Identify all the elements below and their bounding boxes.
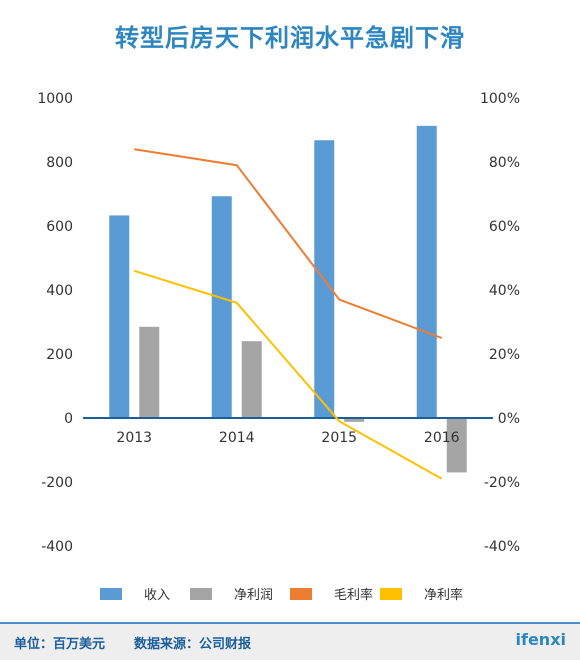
y-left-tick-label: -400 xyxy=(41,539,73,555)
chart-area: 1000 800 600 400 200 0 -200 -400 100% 80% 60% 40% 20… xyxy=(37,91,520,603)
bar-收入-2014 xyxy=(211,196,232,418)
legend-label: 净利润 xyxy=(234,588,273,603)
legend-label: 净利率 xyxy=(424,587,463,603)
footer-divider xyxy=(0,622,580,624)
y-left-tick-label: 200 xyxy=(46,347,73,363)
brand-logo: ifenxi xyxy=(515,630,567,649)
y-right-tick-label: 100% xyxy=(480,91,520,107)
y-left-tick-label: -200 xyxy=(41,475,73,491)
line-净利率 xyxy=(133,269,443,480)
x-tick-label: 2015 xyxy=(321,430,357,446)
y-left-tick-label: 600 xyxy=(46,219,73,235)
line-毛利率 xyxy=(134,148,443,339)
bar-收入-2016 xyxy=(416,125,437,418)
y-right-tick-label: -40% xyxy=(484,539,520,555)
legend-swatch-净利率 xyxy=(380,588,402,600)
y-left-tick-label: 0 xyxy=(64,411,73,427)
legend-swatch-毛利率 xyxy=(290,588,312,600)
y-left-tick-label: 1000 xyxy=(37,91,73,107)
chart-title: 转型后房天下利润水平急剧下滑 xyxy=(115,24,465,52)
x-tick-label: 2014 xyxy=(219,430,255,446)
y-right-tick-label: 0% xyxy=(498,411,520,427)
bar-收入-2013 xyxy=(109,215,130,418)
y-right-tick-label: 60% xyxy=(489,219,520,235)
bar-净利润-2013 xyxy=(139,326,160,418)
footer-bar: 单位：百万美元 数据来源：公司财报 ifenxi xyxy=(0,622,580,660)
legend-swatch-收入 xyxy=(100,588,122,600)
legend-swatch-净利润 xyxy=(190,588,212,600)
legend-label: 毛利率 xyxy=(334,587,373,603)
y-right-tick-label: -20% xyxy=(484,475,520,491)
source-label: 数据来源：公司财报 xyxy=(134,637,252,652)
bar-净利润-2015 xyxy=(344,418,365,422)
y-left-tick-label: 400 xyxy=(46,283,73,299)
y-right-tick-label: 80% xyxy=(489,155,520,171)
bar-净利润-2016 xyxy=(446,418,467,473)
legend-label: 收入 xyxy=(144,588,170,603)
bar-净利润-2014 xyxy=(241,341,262,418)
unit-label: 单位：百万美元 xyxy=(14,637,106,652)
y-right-tick-label: 20% xyxy=(489,347,520,363)
x-tick-label: 2013 xyxy=(116,430,152,446)
y-left-tick-label: 800 xyxy=(46,155,73,171)
y-right-tick-label: 40% xyxy=(489,283,520,299)
x-tick-label: 2016 xyxy=(424,430,460,446)
